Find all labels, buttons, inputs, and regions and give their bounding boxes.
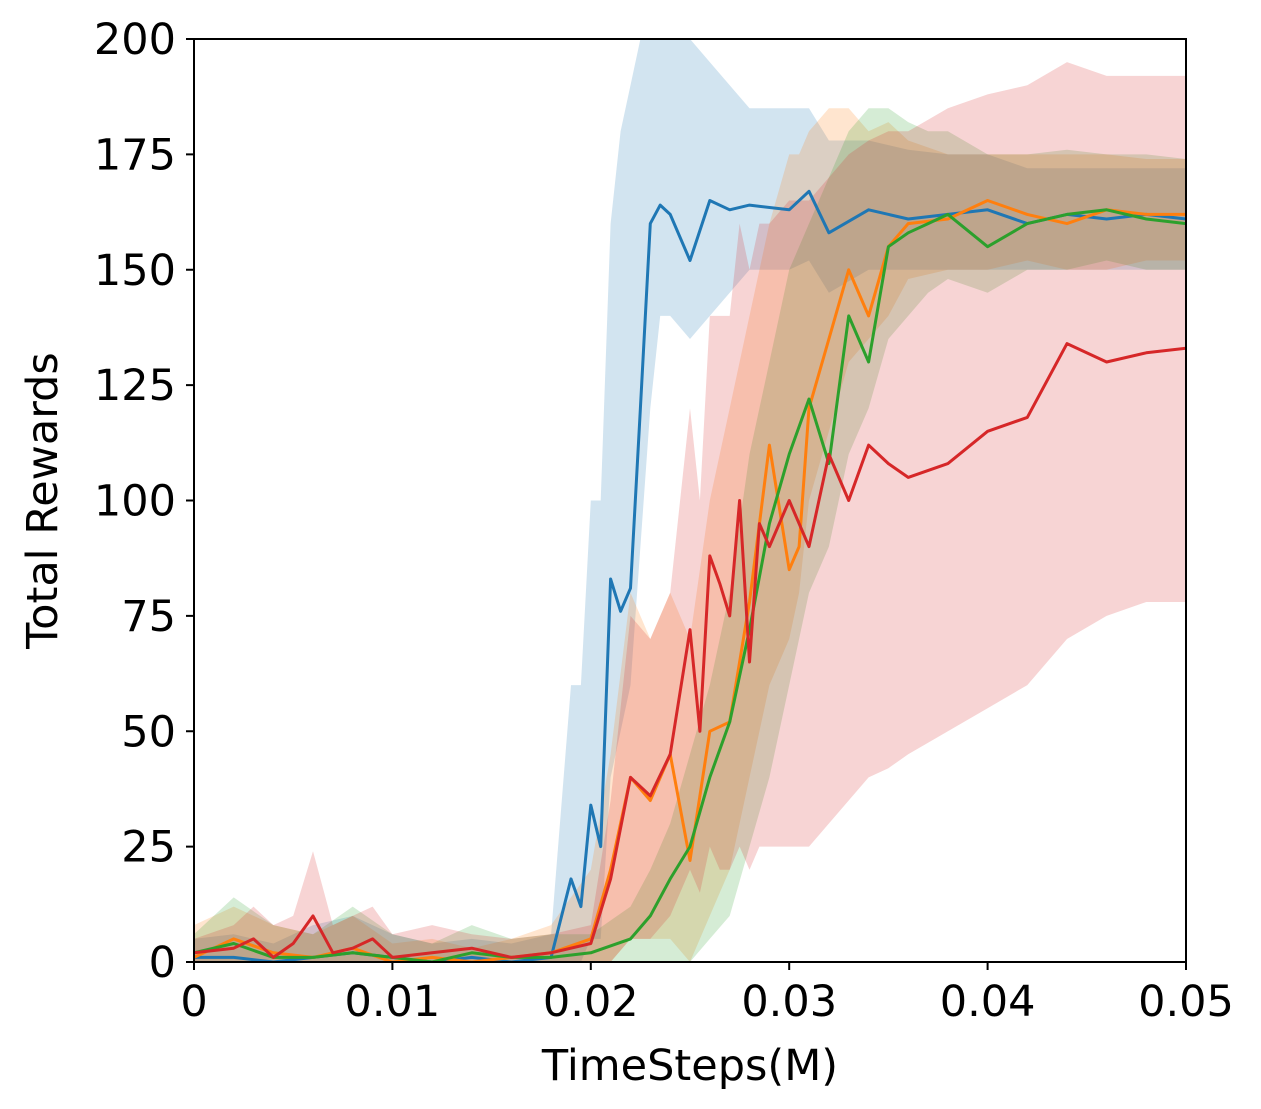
y-tick-label: 25 [121, 823, 176, 873]
y-tick-label: 150 [94, 246, 176, 296]
y-tick-label: 200 [94, 15, 176, 65]
x-tick-label: 0 [180, 977, 207, 1027]
series-4-line [194, 342, 1186, 959]
series-3-line [194, 208, 1186, 962]
y-tick-label: 100 [94, 477, 176, 527]
y-tick-label: 175 [94, 130, 176, 180]
x-tick-label: 0.04 [940, 977, 1036, 1027]
y-tick-label: 0 [149, 938, 176, 988]
x-axis-label: TimeSteps(M) [541, 1041, 838, 1091]
series-1-band [194, 39, 1186, 962]
y-axis-label: Total Rewards [18, 352, 68, 650]
series-4-band [194, 62, 1186, 962]
series-lines [194, 189, 1186, 962]
x-tick-label: 0.01 [345, 977, 441, 1027]
x-tick-label: 0.02 [543, 977, 639, 1027]
series-3-band [194, 108, 1186, 962]
x-tick-label: 0.03 [741, 977, 837, 1027]
x-axis-ticks: 0 0.01 0.02 0.03 0.04 0.05 [180, 962, 1234, 1027]
y-tick-label: 50 [121, 707, 176, 757]
series-2-band [194, 108, 1186, 962]
x-tick-label: 0.05 [1138, 977, 1234, 1027]
y-axis-ticks: 0 25 50 75 100 125 150 175 200 [94, 15, 194, 988]
y-tick-label: 75 [121, 592, 176, 642]
confidence-bands [194, 39, 1186, 962]
y-tick-label: 125 [94, 361, 176, 411]
